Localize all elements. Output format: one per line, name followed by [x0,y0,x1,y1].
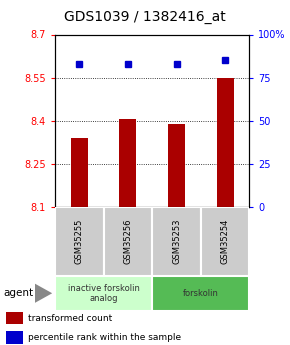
Bar [6,312,23,324]
Bar [119,119,137,207]
Text: transformed count: transformed count [28,314,113,323]
Text: GDS1039 / 1382416_at: GDS1039 / 1382416_at [64,10,226,24]
Text: GSM35255: GSM35255 [75,219,84,264]
Text: agent: agent [3,288,33,298]
Text: GSM35256: GSM35256 [124,219,133,264]
Text: inactive forskolin
analog: inactive forskolin analog [68,284,139,303]
Bar [152,207,201,276]
Bar [55,207,104,276]
Bar [217,78,234,207]
Bar [6,331,23,344]
Bar [71,138,88,207]
Bar [55,276,152,310]
Bar [168,124,185,207]
Text: GSM35253: GSM35253 [172,219,181,264]
Text: GSM35254: GSM35254 [221,219,230,264]
Text: percentile rank within the sample: percentile rank within the sample [28,333,182,342]
Bar [104,207,152,276]
Polygon shape [35,284,52,303]
Bar [152,276,249,310]
Bar [201,207,249,276]
Text: forskolin: forskolin [183,289,219,298]
